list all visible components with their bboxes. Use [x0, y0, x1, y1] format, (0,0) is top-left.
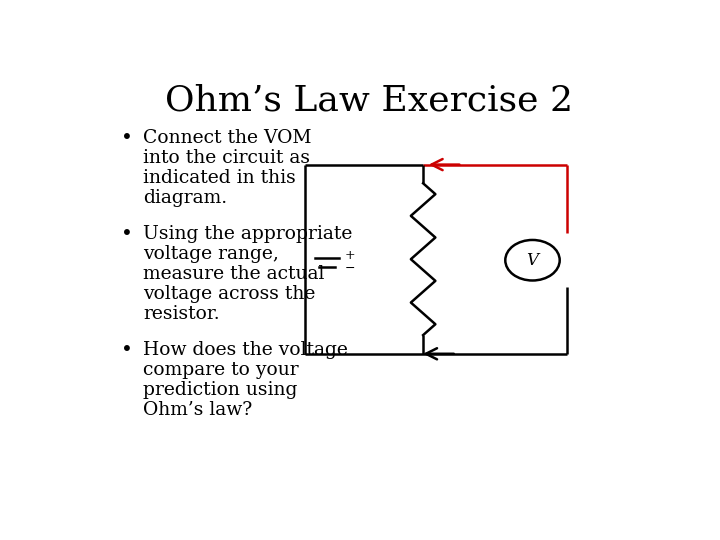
Text: •: •	[121, 225, 132, 244]
Text: indicated in this: indicated in this	[143, 169, 296, 187]
Text: Using the appropriate: Using the appropriate	[143, 225, 352, 243]
Text: •: •	[121, 129, 132, 149]
Text: Ohm’s law?: Ohm’s law?	[143, 401, 252, 419]
Text: •: •	[121, 341, 132, 360]
Text: compare to your: compare to your	[143, 361, 299, 379]
Text: +: +	[345, 249, 356, 262]
Text: voltage across the: voltage across the	[143, 285, 315, 303]
Text: resistor.: resistor.	[143, 305, 220, 323]
Text: prediction using: prediction using	[143, 381, 297, 399]
Text: diagram.: diagram.	[143, 189, 227, 207]
Text: V: V	[526, 252, 539, 269]
Text: into the circuit as: into the circuit as	[143, 149, 310, 167]
Text: How does the voltage: How does the voltage	[143, 341, 348, 359]
Text: −: −	[345, 262, 356, 275]
Text: measure the actual: measure the actual	[143, 265, 325, 283]
Text: voltage range,: voltage range,	[143, 245, 279, 263]
Text: Ohm’s Law Exercise 2: Ohm’s Law Exercise 2	[165, 84, 573, 118]
Text: Connect the VOM: Connect the VOM	[143, 129, 312, 147]
